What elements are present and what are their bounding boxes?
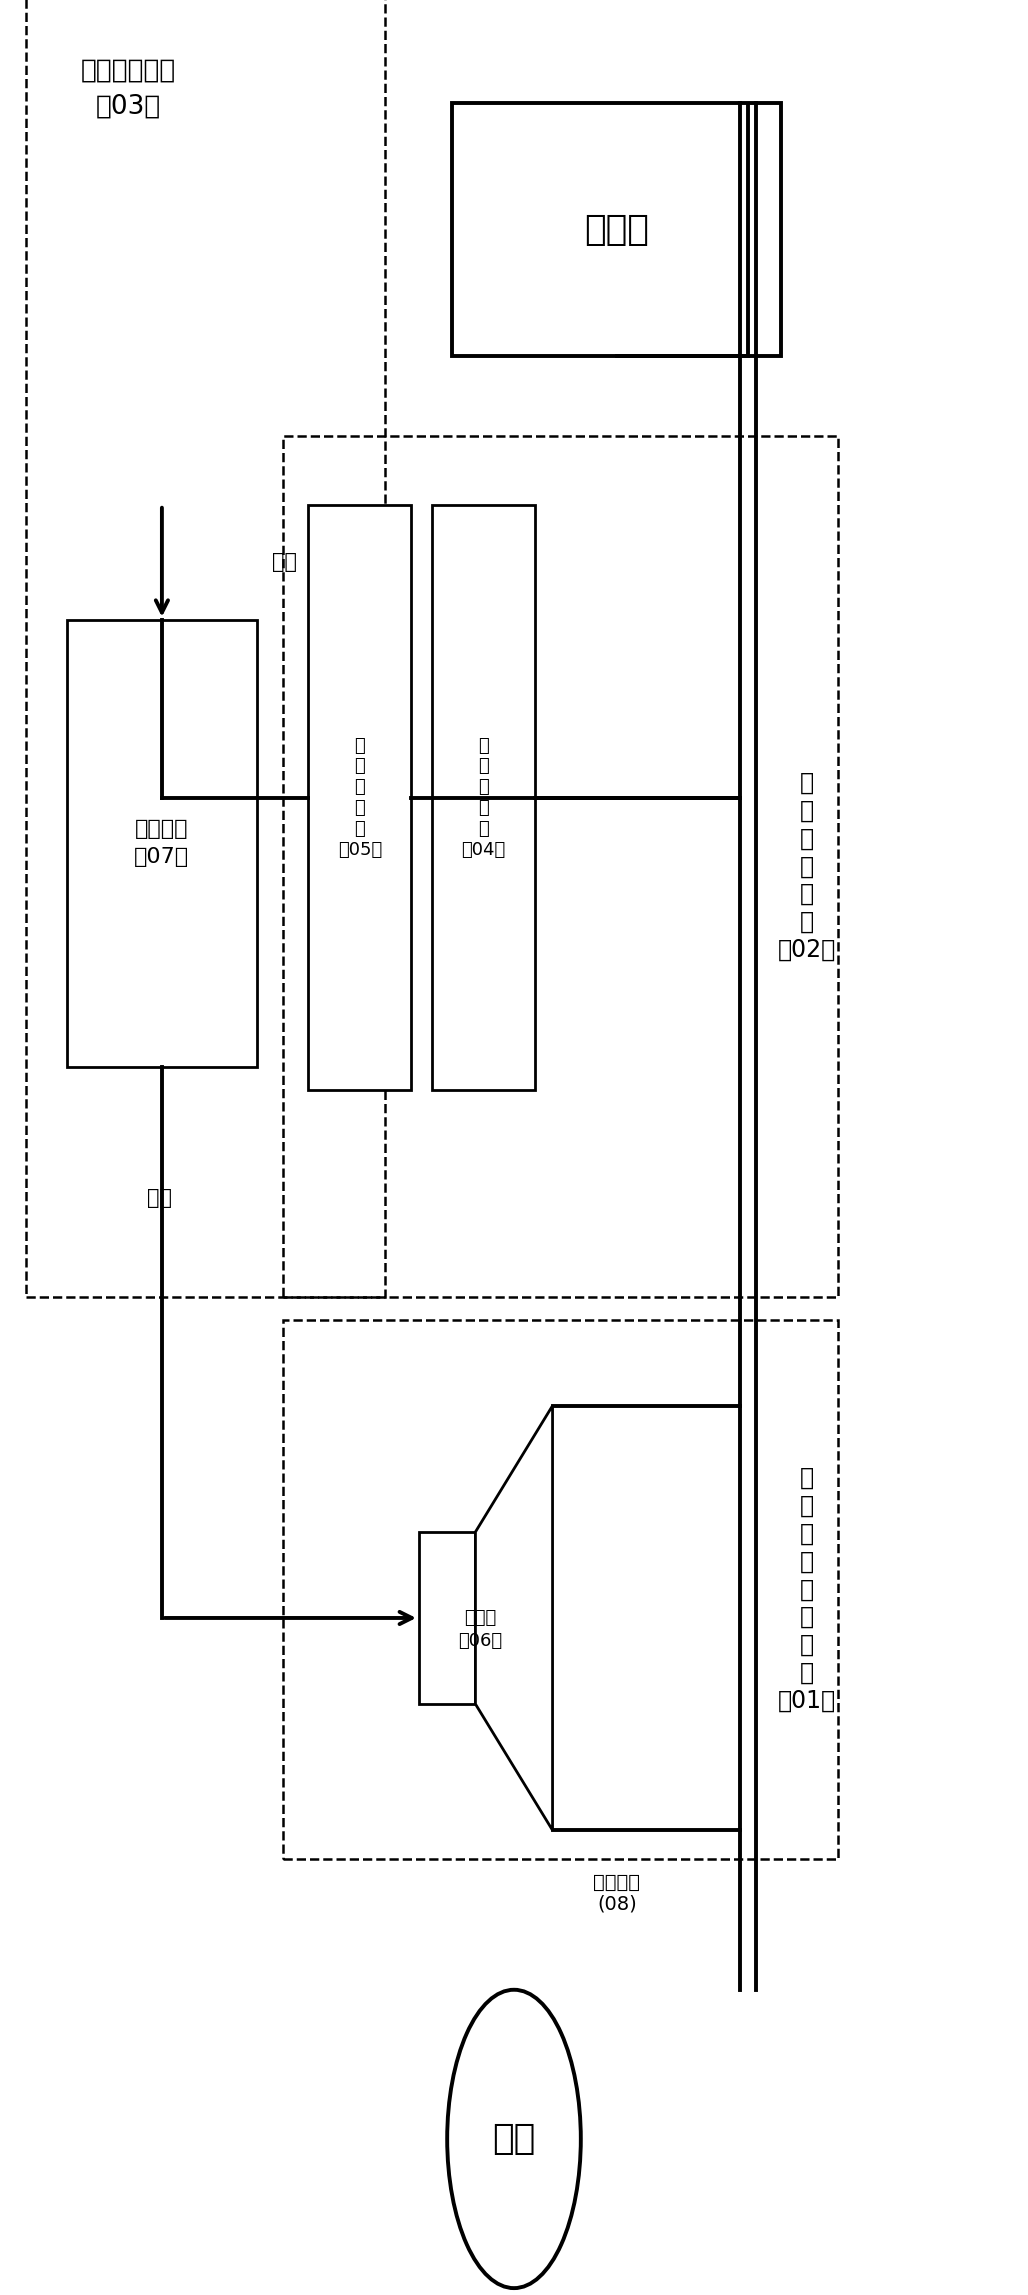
- Bar: [452, 103, 781, 356]
- Polygon shape: [475, 1405, 553, 1831]
- Text: 人工气道
(08): 人工气道 (08): [593, 1873, 640, 1914]
- Circle shape: [447, 1990, 581, 2288]
- Text: 流
量
传
感
器
（04）: 流 量 传 感 器 （04）: [461, 737, 506, 858]
- Text: 采集: 采集: [272, 553, 297, 571]
- Text: 信
号
采
集
模
块
（02）: 信 号 采 集 模 块 （02）: [778, 771, 836, 962]
- Text: 患者: 患者: [492, 2123, 536, 2155]
- Text: 控制处理单元
（03）: 控制处理单元 （03）: [81, 57, 176, 119]
- Text: 振
荡
压
力
产
生
模
块
（01）: 振 荡 压 力 产 生 模 块 （01）: [778, 1467, 836, 1712]
- Bar: [283, 436, 838, 1297]
- Text: 呼吸机: 呼吸机: [584, 213, 650, 246]
- Bar: [419, 1533, 475, 1703]
- Bar: [432, 505, 535, 1090]
- Bar: [26, 0, 385, 1297]
- Bar: [67, 620, 257, 1067]
- Text: 微处理器
（07）: 微处理器 （07）: [135, 819, 189, 868]
- Text: 扬声器
（06）: 扬声器 （06）: [458, 1609, 503, 1650]
- Bar: [283, 1320, 838, 1859]
- Text: 控制: 控制: [147, 1189, 172, 1207]
- Bar: [308, 505, 411, 1090]
- Text: 压
力
传
感
器
（05）: 压 力 传 感 器 （05）: [337, 737, 382, 858]
